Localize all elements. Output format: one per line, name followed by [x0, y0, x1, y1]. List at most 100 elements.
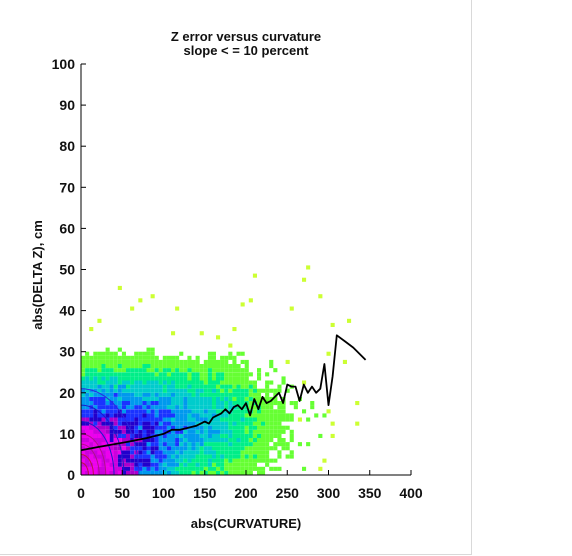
contour-line [80, 404, 125, 476]
density-cell [113, 462, 118, 467]
density-cell [211, 442, 216, 447]
density-cell [117, 454, 122, 459]
density-cell [257, 454, 262, 459]
density-cell [248, 401, 253, 406]
density-cell [97, 454, 102, 459]
y-tick-label: 20 [59, 385, 75, 401]
density-cell [257, 446, 262, 451]
density-cell [162, 454, 167, 459]
density-cell [154, 450, 159, 455]
density-cell [105, 413, 110, 418]
density-cell [220, 458, 225, 463]
density-cell [330, 421, 335, 426]
density-cell [93, 421, 98, 426]
density-cell [277, 384, 282, 389]
density-cell [179, 425, 184, 430]
density-cell [228, 351, 233, 356]
density-cell [126, 413, 131, 418]
x-tick-label: 0 [77, 485, 85, 501]
density-cell [306, 417, 311, 422]
density-cell [126, 405, 131, 410]
density-cell [224, 359, 229, 364]
density-cell [85, 384, 90, 389]
density-cell [146, 364, 151, 369]
density-cell [191, 450, 196, 455]
density-cell [265, 462, 270, 467]
density-cell [126, 368, 131, 373]
density-cell [117, 347, 122, 352]
density-cell [154, 458, 159, 463]
density-cell [130, 368, 135, 373]
x-tick-label: 400 [399, 485, 423, 501]
density-cell [252, 405, 257, 410]
density-cell [191, 364, 196, 369]
density-cell [134, 425, 139, 430]
density-cell [265, 438, 270, 443]
density-cell [199, 470, 204, 475]
density-cell [187, 413, 192, 418]
density-cell [162, 429, 167, 434]
density-cell [211, 454, 216, 459]
density-cell [228, 364, 233, 369]
density-cell [273, 368, 278, 373]
density-cell [228, 376, 233, 381]
density-cell [154, 388, 159, 393]
density-cell [171, 409, 176, 414]
density-cell [273, 429, 278, 434]
density-cell [187, 396, 192, 401]
density-cell [130, 384, 135, 389]
density-cell [261, 433, 266, 438]
density-cell [252, 273, 257, 278]
density-cell [171, 450, 176, 455]
density-cell [236, 454, 241, 459]
density-cell [101, 380, 106, 385]
density-cell [158, 425, 163, 430]
density-cell [236, 409, 241, 414]
density-cell [138, 401, 143, 406]
density-cell [175, 364, 180, 369]
density-cell [203, 409, 208, 414]
density-cell [113, 470, 118, 475]
density-cell [93, 466, 98, 471]
density-cell [228, 450, 233, 455]
density-cell [154, 359, 159, 364]
density-cell [248, 454, 253, 459]
density-cell [146, 429, 151, 434]
density-cell [126, 392, 131, 397]
density-cell [130, 466, 135, 471]
density-cell [179, 421, 184, 426]
y-tick-label: 30 [59, 344, 75, 360]
density-cell [265, 442, 270, 447]
density-cell [85, 409, 90, 414]
density-cell [93, 413, 98, 418]
density-cell [195, 458, 200, 463]
chart-subtitle: slope < = 10 percent [183, 43, 309, 58]
density-cell [289, 401, 294, 406]
density-cell [97, 355, 102, 360]
density-cell [240, 421, 245, 426]
density-cell [273, 388, 278, 393]
density-cell [154, 413, 159, 418]
density-cell [85, 462, 90, 467]
density-cell [134, 372, 139, 377]
density-cell [289, 429, 294, 434]
density-cell [89, 380, 94, 385]
density-cell [85, 351, 90, 356]
density-cell [101, 462, 106, 467]
density-cell [240, 466, 245, 471]
density-cell [232, 401, 237, 406]
density-cell [211, 392, 216, 397]
density-cell [244, 425, 249, 430]
density-cell [211, 470, 216, 475]
density-cell [162, 413, 167, 418]
density-cell [89, 429, 94, 434]
density-cell [113, 446, 118, 451]
density-cell [101, 429, 106, 434]
density-cell [195, 376, 200, 381]
density-cell [232, 392, 237, 397]
density-cell [187, 454, 192, 459]
density-cell [269, 396, 274, 401]
density-cell [175, 392, 180, 397]
density-cell [228, 396, 233, 401]
density-cell [175, 405, 180, 410]
